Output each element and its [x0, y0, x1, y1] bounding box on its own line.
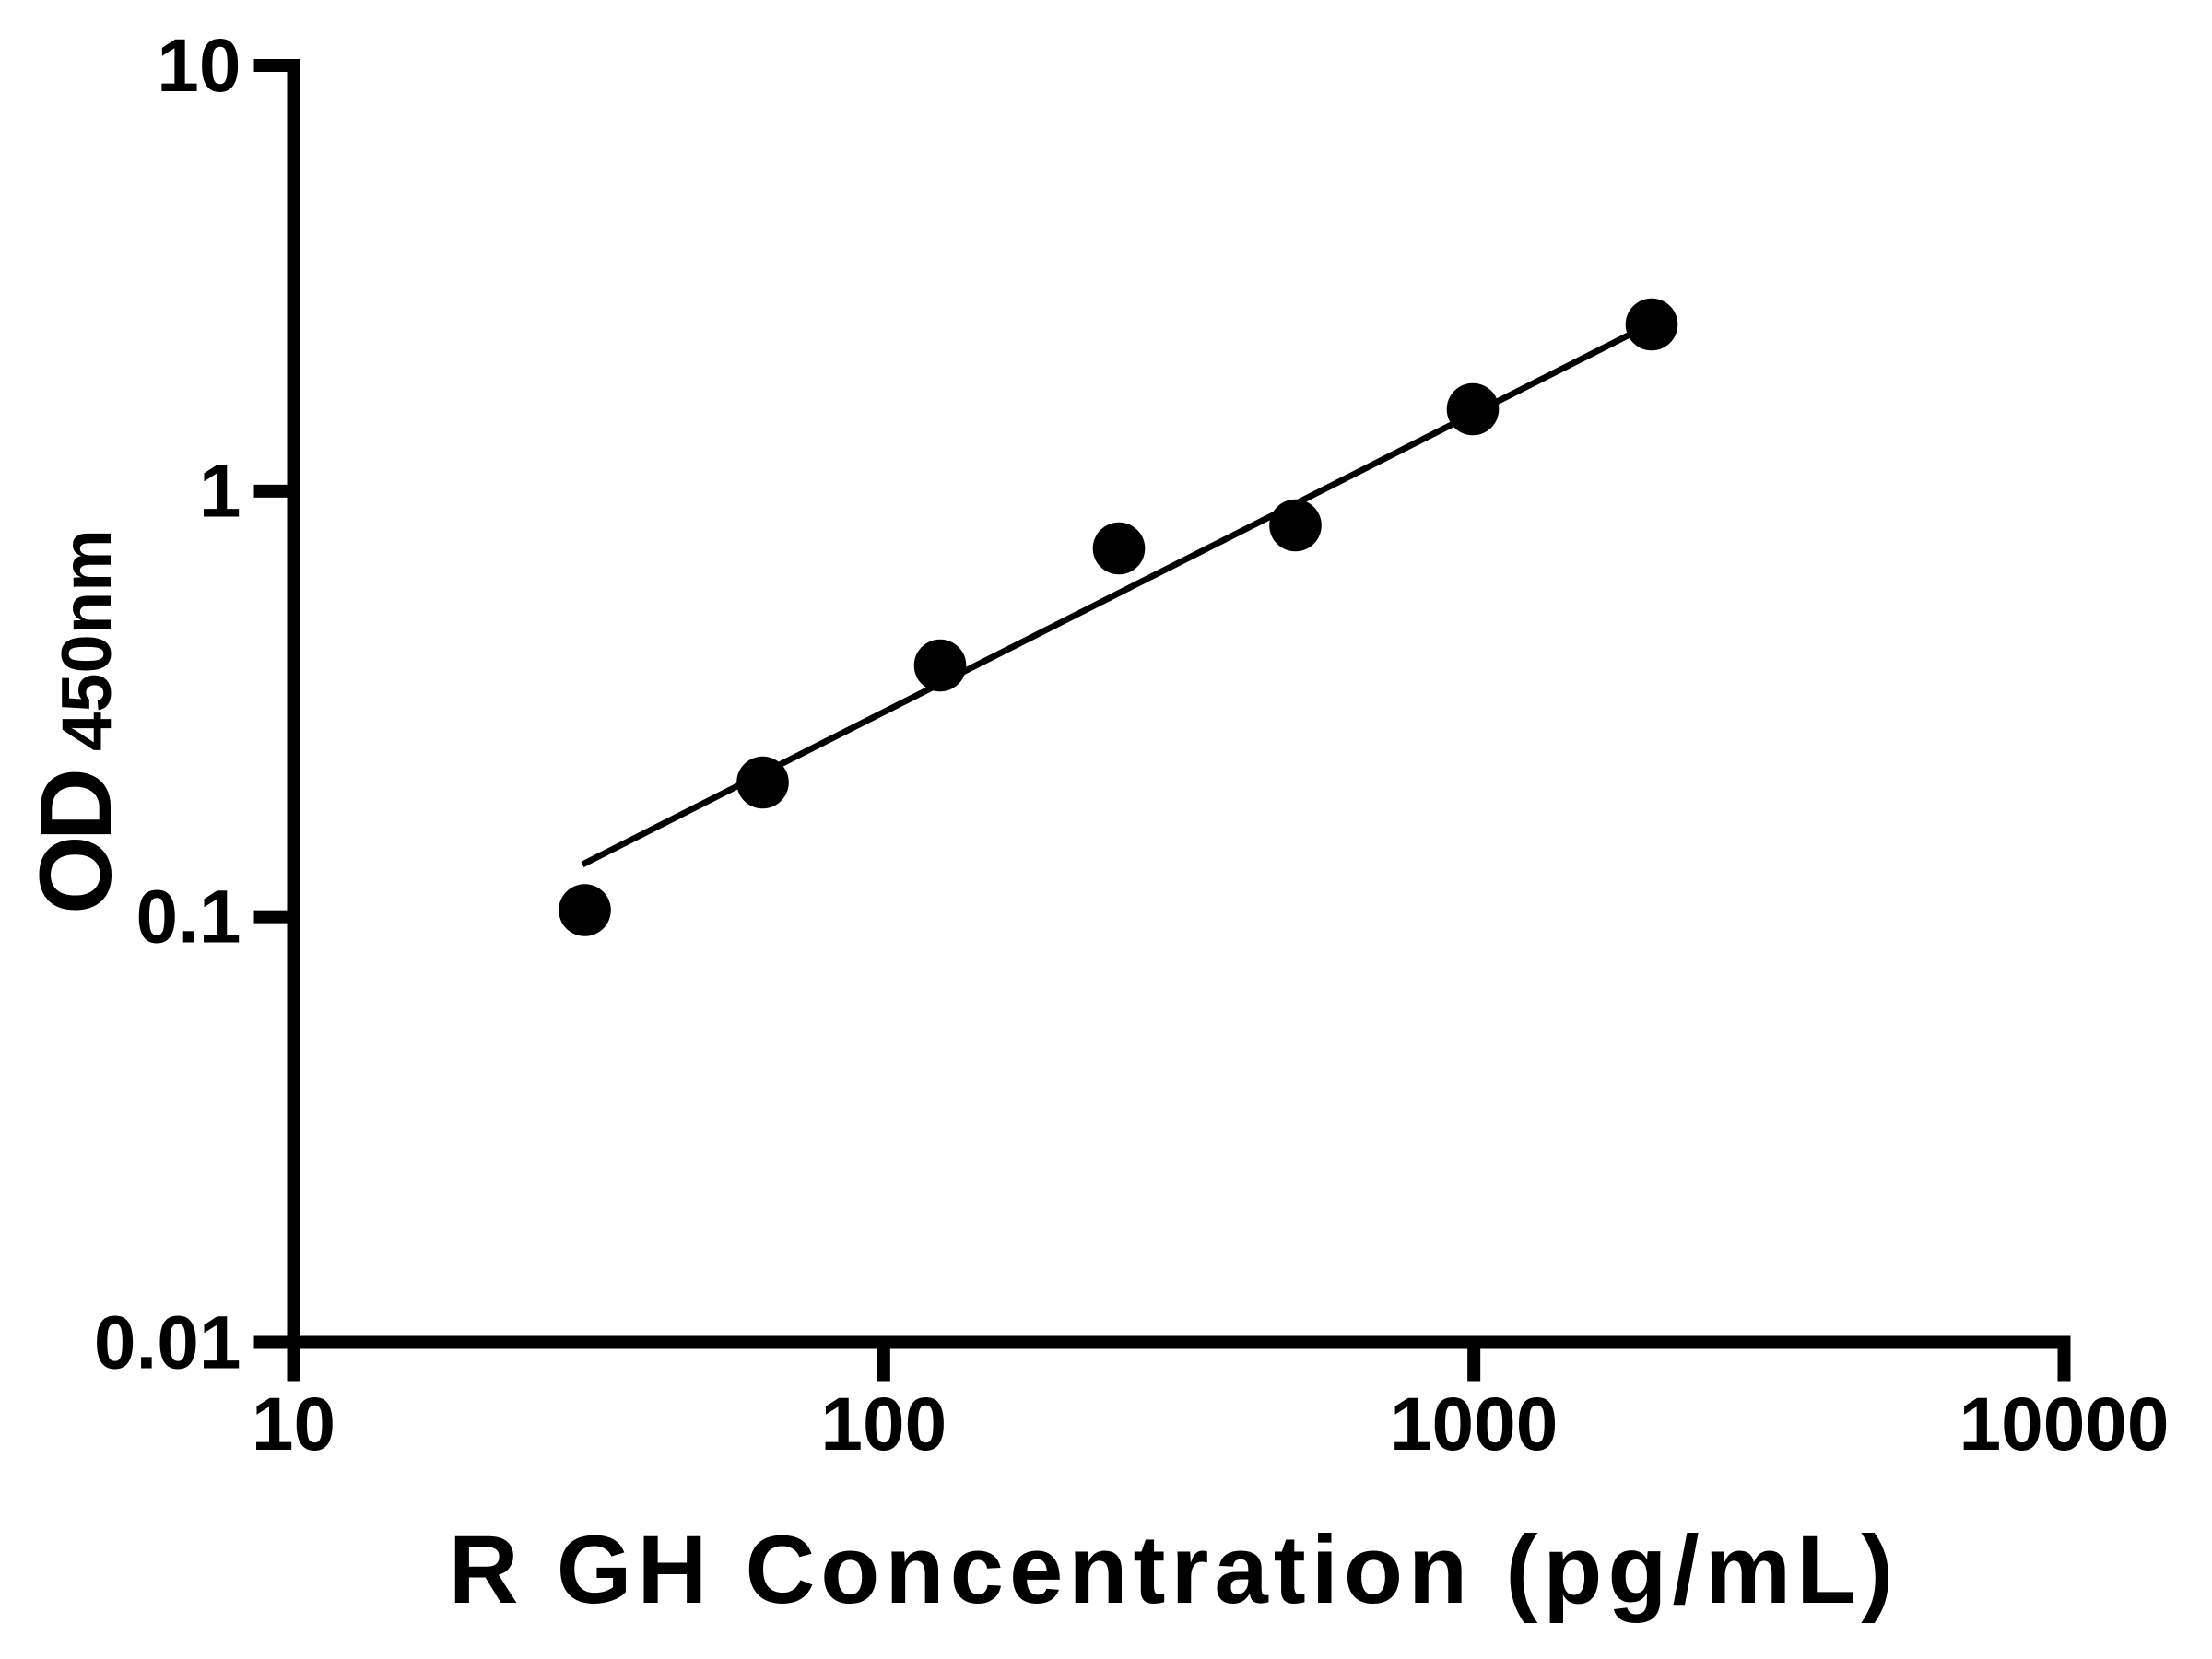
- svg-text:10: 10: [252, 1382, 335, 1466]
- svg-text:100: 100: [820, 1382, 947, 1466]
- svg-text:0.01: 0.01: [94, 1300, 241, 1384]
- svg-text:10000: 10000: [1959, 1382, 2169, 1466]
- svg-text:1000: 1000: [1390, 1382, 1558, 1466]
- svg-text:1: 1: [199, 450, 241, 534]
- svg-text:R GH Concentration (pg/mL): R GH Concentration (pg/mL): [449, 1516, 1899, 1624]
- svg-text:0.1: 0.1: [136, 876, 241, 959]
- svg-text:10: 10: [157, 24, 241, 108]
